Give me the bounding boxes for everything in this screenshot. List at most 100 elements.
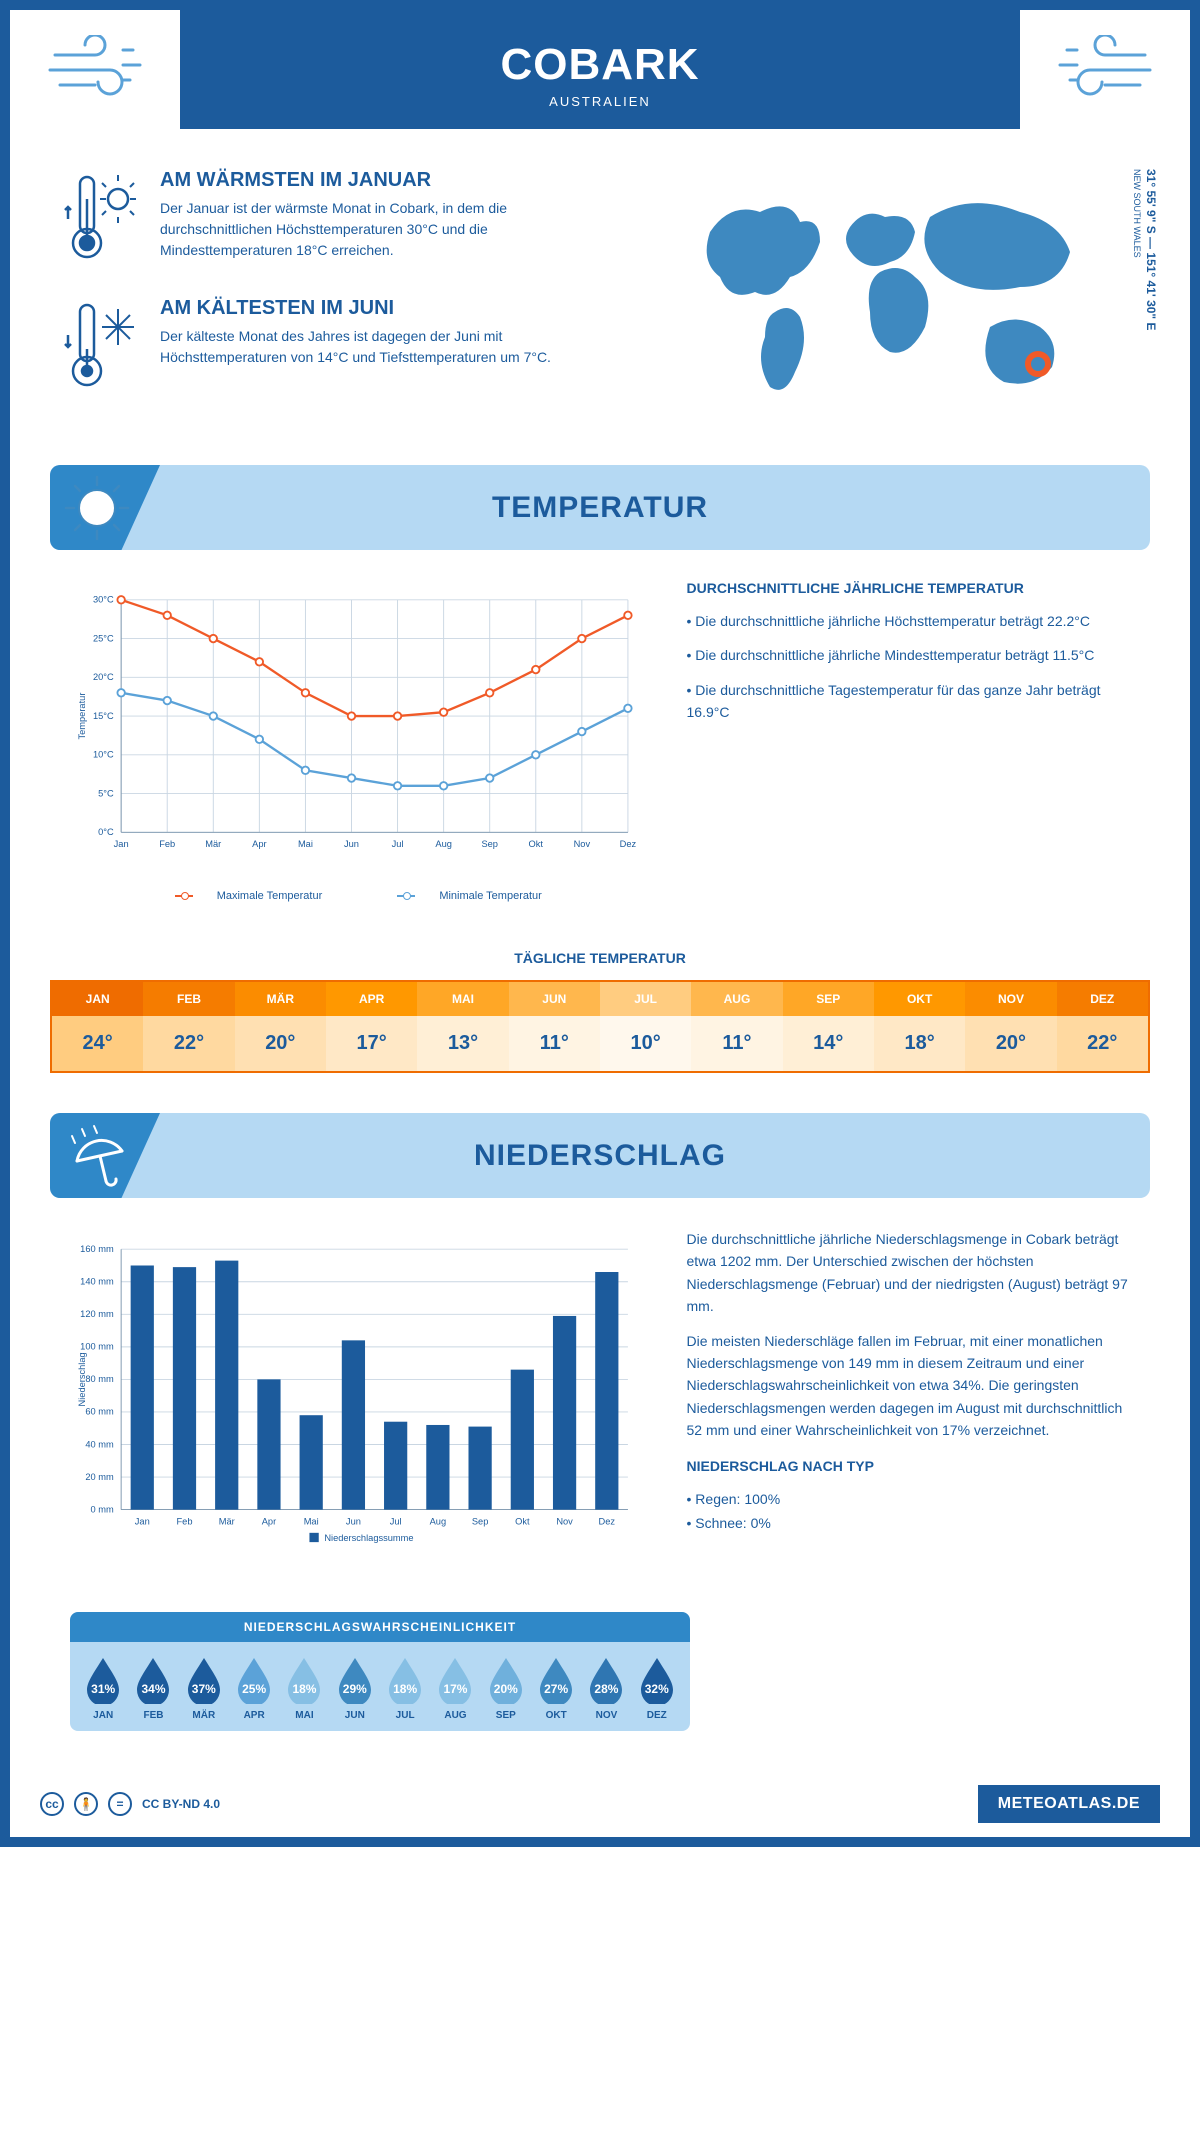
precipitation-info: Die durchschnittliche jährliche Niedersc…	[687, 1228, 1130, 1568]
svg-text:Jan: Jan	[135, 1516, 150, 1526]
svg-text:Aug: Aug	[430, 1516, 447, 1526]
license-label: CC BY-ND 4.0	[142, 1797, 220, 1811]
temp-info-p3: • Die durchschnittliche Tagestemperatur …	[687, 679, 1130, 724]
svg-text:20 mm: 20 mm	[85, 1472, 114, 1482]
temperature-legend: Maximale Temperatur Minimale Temperatur	[70, 890, 647, 902]
nd-icon: =	[108, 1792, 132, 1816]
svg-text:15°C: 15°C	[93, 711, 114, 721]
prob-drop: 20%SEP	[481, 1656, 531, 1721]
svg-text:Niederschlag: Niederschlag	[77, 1352, 87, 1406]
precip-type-rain: • Regen: 100%	[687, 1488, 1130, 1510]
svg-text:10°C: 10°C	[93, 750, 114, 760]
prob-drop: 37%MÄR	[179, 1656, 229, 1721]
svg-text:40 mm: 40 mm	[85, 1439, 114, 1449]
svg-text:Temperatur: Temperatur	[77, 693, 87, 740]
precip-info-p1: Die durchschnittliche jährliche Niedersc…	[687, 1228, 1130, 1318]
svg-text:20°C: 20°C	[93, 672, 114, 682]
svg-text:Dez: Dez	[620, 839, 637, 849]
cc-icon: cc	[40, 1792, 64, 1816]
svg-text:Apr: Apr	[262, 1516, 276, 1526]
prob-drop: 34%FEB	[128, 1656, 178, 1721]
page-header: COBARK AUSTRALIEN	[180, 10, 1020, 129]
svg-text:140 mm: 140 mm	[80, 1277, 114, 1287]
daily-temp-table: JAN24°FEB22°MÄR20°APR17°MAI13°JUN11°JUL1…	[50, 980, 1150, 1073]
precip-info-p2: Die meisten Niederschläge fallen im Febr…	[687, 1330, 1130, 1442]
svg-text:Nov: Nov	[574, 839, 591, 849]
warmest-title: AM WÄRMSTEN IM JANUAR	[160, 169, 610, 192]
svg-text:Jan: Jan	[114, 839, 129, 849]
svg-text:Mai: Mai	[304, 1516, 319, 1526]
daily-col: FEB22°	[143, 982, 234, 1071]
location-country: AUSTRALIEN	[180, 94, 1020, 109]
umbrella-icon	[50, 1113, 160, 1198]
section-header-precipitation: NIEDERSCHLAG	[50, 1113, 1150, 1198]
svg-text:5°C: 5°C	[98, 788, 114, 798]
wind-icon	[45, 35, 155, 110]
temperature-line-chart: 0°C5°C10°C15°C20°C25°C30°CJanFebMärAprMa…	[70, 580, 647, 880]
daily-col: JUL10°	[600, 982, 691, 1071]
sun-icon	[50, 465, 160, 550]
precip-type-snow: • Schnee: 0%	[687, 1512, 1130, 1534]
prob-drop: 32%DEZ	[632, 1656, 682, 1721]
daily-col: JUN11°	[509, 982, 600, 1071]
svg-text:0°C: 0°C	[98, 827, 114, 837]
prob-drop: 29%JUN	[330, 1656, 380, 1721]
location-title: COBARK	[180, 40, 1020, 90]
svg-text:160 mm: 160 mm	[80, 1244, 114, 1254]
svg-text:Sep: Sep	[481, 839, 498, 849]
coldest-title: AM KÄLTESTEN IM JUNI	[160, 297, 610, 320]
prob-drop: 18%MAI	[279, 1656, 329, 1721]
svg-text:Dez: Dez	[599, 1516, 616, 1526]
prob-title: NIEDERSCHLAGSWAHRSCHEINLICHKEIT	[70, 1612, 690, 1642]
svg-text:Nov: Nov	[556, 1516, 573, 1526]
daily-col: MAI13°	[417, 982, 508, 1071]
daily-col: DEZ22°	[1057, 982, 1148, 1071]
daily-col: SEP14°	[783, 982, 874, 1071]
daily-col: NOV20°	[965, 982, 1056, 1071]
wind-icon	[1045, 35, 1155, 110]
svg-text:120 mm: 120 mm	[80, 1309, 114, 1319]
by-icon: 🧍	[74, 1792, 98, 1816]
temp-info-title: DURCHSCHNITTLICHE JÄHRLICHE TEMPERATUR	[687, 580, 1130, 596]
thermometer-cold-icon	[60, 297, 140, 397]
svg-text:Feb: Feb	[159, 839, 175, 849]
coldest-fact: AM KÄLTESTEN IM JUNI Der kälteste Monat …	[60, 297, 610, 397]
svg-text:0 mm: 0 mm	[91, 1504, 114, 1514]
svg-text:Niederschlagssumme: Niederschlagssumme	[324, 1533, 413, 1543]
svg-text:Okt: Okt	[529, 839, 544, 849]
prob-drop: 28%NOV	[581, 1656, 631, 1721]
daily-col: MÄR20°	[235, 982, 326, 1071]
svg-text:Jun: Jun	[344, 839, 359, 849]
svg-text:30°C: 30°C	[93, 595, 114, 605]
temperature-info: DURCHSCHNITTLICHE JÄHRLICHE TEMPERATUR •…	[687, 580, 1130, 902]
svg-text:Sep: Sep	[472, 1516, 489, 1526]
precipitation-probability: NIEDERSCHLAGSWAHRSCHEINLICHKEIT 31%JAN34…	[70, 1612, 690, 1731]
svg-text:Jun: Jun	[346, 1516, 361, 1526]
svg-text:Mär: Mär	[219, 1516, 235, 1526]
svg-text:80 mm: 80 mm	[85, 1374, 114, 1384]
svg-text:Aug: Aug	[435, 839, 452, 849]
svg-text:Feb: Feb	[176, 1516, 192, 1526]
svg-text:Mai: Mai	[298, 839, 313, 849]
thermometer-hot-icon	[60, 169, 140, 269]
prob-drop: 17%AUG	[430, 1656, 480, 1721]
temp-info-p2: • Die durchschnittliche jährliche Mindes…	[687, 644, 1130, 666]
svg-text:Jul: Jul	[392, 839, 404, 849]
warmest-body: Der Januar ist der wärmste Monat in Coba…	[160, 198, 610, 261]
daily-col: OKT18°	[874, 982, 965, 1071]
svg-text:60 mm: 60 mm	[85, 1407, 114, 1417]
precipitation-title: NIEDERSCHLAG	[474, 1139, 726, 1173]
page-footer: cc 🧍 = CC BY-ND 4.0 METEOATLAS.DE	[10, 1771, 1190, 1837]
coordinates: 31° 55' 9" S — 151° 41' 30" E NEW SOUTH …	[1130, 169, 1158, 330]
daily-col: JAN24°	[52, 982, 143, 1071]
svg-text:25°C: 25°C	[93, 633, 114, 643]
prob-drop: 25%APR	[229, 1656, 279, 1721]
daily-col: AUG11°	[691, 982, 782, 1071]
prob-drop: 27%OKT	[531, 1656, 581, 1721]
temp-info-p1: • Die durchschnittliche jährliche Höchst…	[687, 610, 1130, 632]
brand-label: METEOATLAS.DE	[978, 1785, 1160, 1823]
coldest-body: Der kälteste Monat des Jahres ist dagege…	[160, 326, 610, 368]
svg-text:100 mm: 100 mm	[80, 1342, 114, 1352]
section-header-temperature: TEMPERATUR	[50, 465, 1150, 550]
precip-type-title: NIEDERSCHLAG NACH TYP	[687, 1458, 1130, 1474]
